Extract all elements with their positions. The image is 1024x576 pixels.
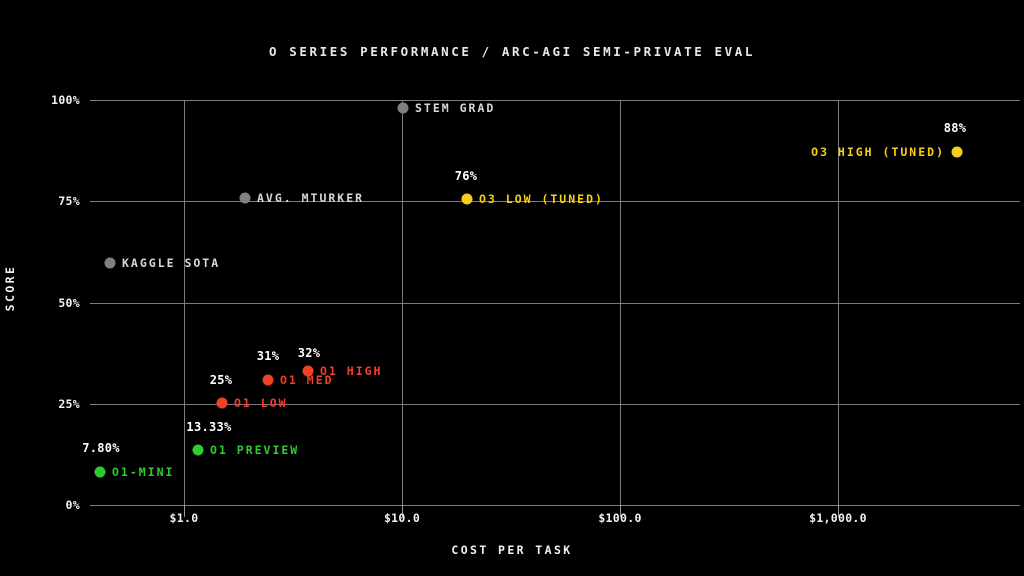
data-point-dot[interactable] <box>951 146 963 158</box>
data-point-value-label: 31% <box>256 349 280 363</box>
data-point-label: STEM GRAD <box>415 101 496 115</box>
data-point-value-label: 88% <box>943 121 967 135</box>
plot-area <box>90 100 1020 517</box>
y-tick-label: 25% <box>58 396 80 411</box>
gridline-horizontal <box>90 201 1020 203</box>
x-tick-label: $1,000.0 <box>809 511 867 525</box>
data-point-label: AVG. MTURKER <box>257 191 365 205</box>
data-point-label: O1-MINI <box>112 465 175 479</box>
data-point-dot[interactable] <box>262 374 274 386</box>
data-point-dot[interactable] <box>302 365 314 377</box>
x-tick-label: $10.0 <box>383 511 421 525</box>
data-point-label: O1 MED <box>280 373 334 387</box>
data-point-label: O1 HIGH <box>320 364 383 378</box>
gridline-horizontal <box>90 302 1020 304</box>
y-tick-label: 75% <box>58 194 80 209</box>
data-point-value-label: 32% <box>297 346 321 360</box>
data-point-label: KAGGLE SOTA <box>122 256 221 270</box>
y-tick-label: 0% <box>65 498 80 512</box>
gridline-horizontal <box>90 403 1020 405</box>
x-axis-tick <box>184 505 185 517</box>
gridline-horizontal <box>90 100 1020 101</box>
data-point-label: O1 LOW <box>234 396 288 410</box>
data-point-value-label: 76% <box>454 169 478 183</box>
data-point-dot[interactable] <box>461 193 473 205</box>
y-axis-title: SCORE <box>3 264 17 312</box>
data-point-value-label: 7.80% <box>82 441 120 455</box>
data-point-label: O1 PREVIEW <box>210 443 300 457</box>
x-axis-tick <box>402 505 403 517</box>
data-point-dot[interactable] <box>397 102 409 114</box>
data-point-label: O3 HIGH (TUNED) <box>811 145 945 159</box>
gridline-vertical <box>402 100 403 505</box>
x-tick-label: $100.0 <box>598 511 642 525</box>
data-point-dot[interactable] <box>104 257 116 269</box>
y-tick-label: 100% <box>51 93 80 107</box>
x-axis-tick <box>838 505 839 517</box>
x-tick-label: $1.0 <box>169 511 199 525</box>
y-tick-label: 50% <box>58 295 80 310</box>
gridline-vertical <box>620 100 621 505</box>
data-point-dot[interactable] <box>192 444 204 456</box>
x-axis-tick <box>620 505 621 517</box>
gridline-horizontal <box>90 505 1020 506</box>
data-point-dot[interactable] <box>94 466 106 478</box>
gridline-vertical <box>184 100 185 505</box>
chart-title: O SERIES PERFORMANCE / ARC-AGI SEMI-PRIV… <box>268 44 756 59</box>
data-point-value-label: 13.33% <box>186 420 232 434</box>
data-point-label: O3 LOW (TUNED) <box>479 192 604 206</box>
data-point-dot[interactable] <box>239 192 251 204</box>
data-point-dot[interactable] <box>216 397 228 409</box>
x-axis-title: COST PER TASK <box>451 543 573 557</box>
gridline-vertical <box>838 100 839 505</box>
data-point-value-label: 25% <box>209 373 233 387</box>
